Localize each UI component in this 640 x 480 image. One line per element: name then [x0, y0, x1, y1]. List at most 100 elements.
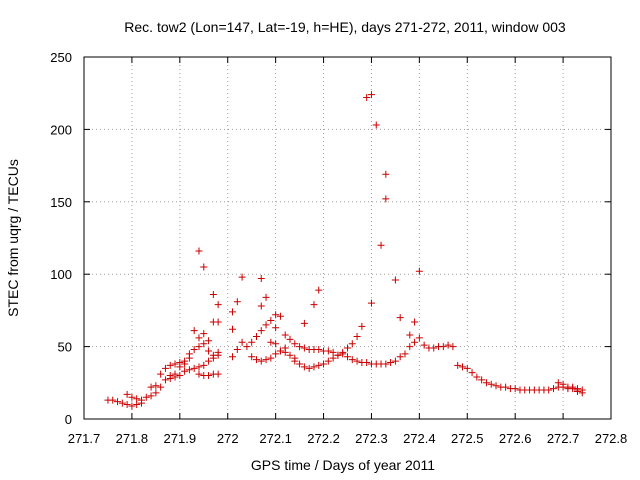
data-point	[444, 341, 452, 349]
data-point	[267, 354, 275, 362]
data-point	[200, 330, 208, 338]
data-point	[401, 350, 409, 358]
x-tick-label: 272.5	[451, 431, 484, 446]
data-point	[262, 293, 270, 301]
data-point	[238, 273, 246, 281]
y-tick-label: 100	[50, 267, 72, 282]
data-point	[214, 301, 222, 309]
data-point	[382, 170, 390, 178]
data-point	[118, 399, 126, 407]
data-point	[114, 398, 122, 406]
data-point	[200, 340, 208, 348]
data-point	[344, 353, 351, 361]
data-point	[176, 372, 184, 380]
data-point	[200, 263, 208, 271]
data-point	[214, 348, 222, 356]
data-point	[578, 389, 586, 397]
data-point	[257, 302, 265, 310]
data-point	[406, 343, 414, 351]
data-point	[209, 354, 217, 362]
data-point	[569, 383, 577, 391]
data-point	[363, 94, 371, 102]
y-tick-label: 250	[50, 50, 72, 65]
data-point	[463, 364, 471, 372]
data-point	[454, 361, 462, 369]
data-point	[238, 338, 246, 346]
data-point	[195, 370, 203, 378]
data-point	[195, 247, 203, 255]
data-point	[315, 361, 323, 369]
data-point	[200, 361, 208, 369]
data-point	[161, 376, 169, 384]
x-tick-label: 271.7	[68, 431, 101, 446]
data-point	[272, 340, 280, 348]
data-point	[300, 363, 308, 371]
data-point	[185, 366, 193, 374]
data-point	[257, 357, 265, 365]
data-point	[420, 341, 428, 349]
x-tick-label: 271.9	[164, 431, 197, 446]
data-point	[396, 353, 404, 361]
data-point	[482, 379, 490, 387]
data-point	[205, 337, 213, 345]
data-point	[305, 364, 313, 372]
data-point	[391, 276, 399, 284]
data-point	[545, 386, 553, 394]
x-tick-label: 272.7	[547, 431, 580, 446]
data-point	[367, 91, 375, 99]
data-point	[257, 275, 265, 283]
data-point	[248, 338, 256, 346]
data-point	[123, 390, 131, 398]
data-point	[473, 373, 481, 381]
data-point	[195, 363, 203, 371]
data-point	[458, 363, 466, 371]
data-point	[353, 357, 361, 365]
data-point	[252, 332, 260, 340]
data-point	[382, 195, 390, 203]
data-point	[286, 351, 294, 359]
data-point	[478, 376, 486, 384]
x-tick-label: 272.4	[403, 431, 436, 446]
data-point	[324, 347, 332, 355]
data-point	[243, 343, 251, 351]
data-point	[109, 396, 117, 404]
data-point	[205, 372, 213, 380]
data-point	[449, 343, 457, 351]
data-point	[267, 338, 275, 346]
data-point	[190, 345, 198, 353]
data-point	[430, 344, 438, 352]
data-point	[310, 301, 318, 309]
data-point	[181, 367, 189, 375]
data-point	[411, 338, 419, 346]
x-tick-label: 272	[217, 431, 239, 446]
data-point	[176, 363, 184, 371]
data-point	[291, 357, 299, 365]
data-point	[229, 325, 237, 333]
x-tick-label: 271.8	[116, 431, 149, 446]
data-point	[387, 359, 395, 367]
data-point	[372, 121, 380, 129]
x-tick-labels: 271.7 271.8 271.9 272 272.1 272.2 272.3 272.4 27…	[68, 431, 628, 446]
data-point	[190, 364, 198, 372]
data-point	[209, 290, 217, 298]
data-points	[104, 91, 586, 410]
data-point	[276, 312, 284, 320]
data-point	[142, 393, 150, 401]
data-point	[300, 344, 308, 352]
data-point	[195, 343, 203, 351]
data-point	[205, 347, 213, 355]
chart-title: Rec. tow2 (Lon=147, Lat=-19, h=HE), days…	[124, 19, 566, 35]
data-point	[248, 353, 256, 361]
data-point	[334, 351, 342, 359]
data-point	[344, 344, 351, 352]
data-point	[205, 357, 213, 365]
x-tick-label: 272.1	[259, 431, 292, 446]
data-point	[181, 360, 189, 368]
data-point	[233, 298, 241, 306]
data-point	[329, 354, 337, 362]
y-tick-label: 150	[50, 195, 72, 210]
data-point	[166, 361, 174, 369]
data-point	[281, 331, 289, 339]
data-point	[276, 347, 284, 355]
